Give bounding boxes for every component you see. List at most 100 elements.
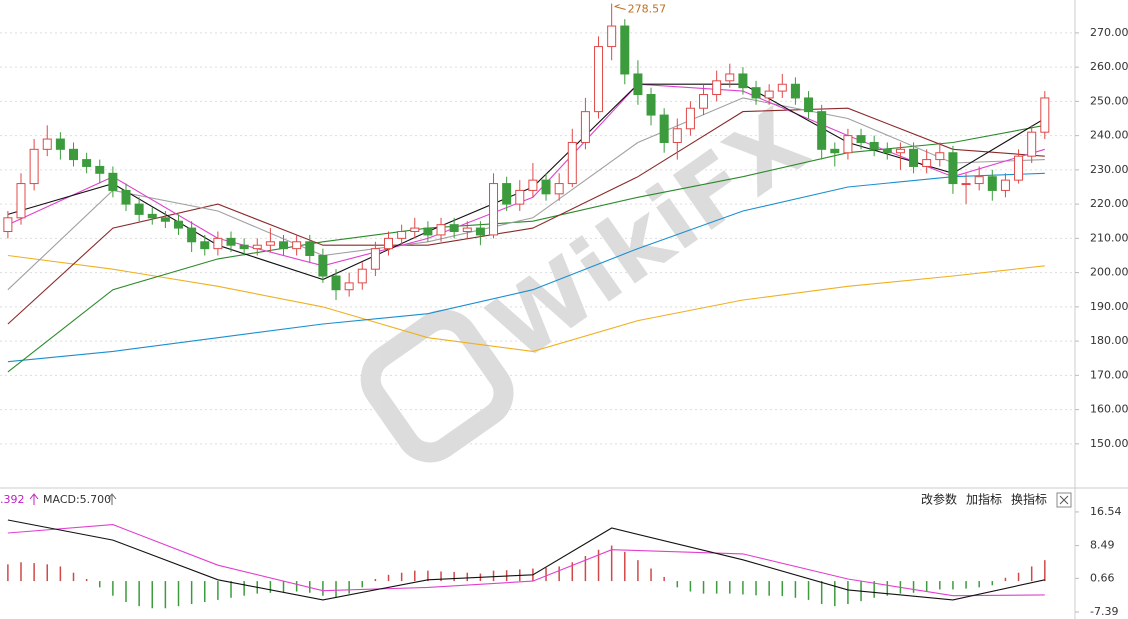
candle-body	[515, 189, 525, 205]
arrow-icon	[29, 493, 39, 505]
candle-body	[895, 148, 905, 154]
candle-body	[764, 90, 774, 99]
candle-body	[580, 111, 590, 143]
candle-body	[423, 227, 433, 236]
candle-body	[699, 94, 709, 109]
candle-body	[738, 73, 748, 89]
candle-body	[567, 141, 577, 185]
indicator-line	[7, 172, 1045, 363]
y-tick-label: 16.54	[1090, 505, 1122, 518]
y-tick-label: 210.00	[1090, 231, 1128, 244]
toolbar-button[interactable]: 换指标	[1011, 492, 1047, 507]
candle-body	[213, 237, 223, 250]
annotation-arrow	[614, 4, 626, 11]
candle-body	[1000, 179, 1010, 191]
macd-header-value: .392	[0, 493, 25, 506]
candle-body	[987, 176, 997, 191]
candle-body	[909, 148, 919, 167]
candle-body	[633, 73, 643, 96]
macd-header-label: MACD:5.700	[43, 493, 111, 506]
candle-body	[790, 83, 800, 99]
candle-body	[489, 183, 499, 236]
candle-body	[1014, 155, 1024, 181]
toolbar-button[interactable]: 改参数	[921, 492, 957, 507]
indicator-line	[7, 519, 1045, 601]
y-tick-label: 230.00	[1090, 163, 1128, 176]
candle-body	[108, 172, 118, 191]
candle-body	[659, 114, 669, 143]
y-tick-label: 220.00	[1090, 197, 1128, 210]
candle-body	[922, 159, 932, 167]
candle-body	[594, 46, 604, 113]
candle-body	[1027, 131, 1037, 157]
indicator-line	[7, 524, 1045, 597]
candle-body	[239, 244, 249, 250]
indicator-line	[7, 254, 1045, 352]
candle-body	[174, 220, 184, 229]
candle-body	[55, 138, 65, 150]
candle-body	[777, 83, 787, 92]
y-tick-label: 200.00	[1090, 266, 1128, 279]
candle-body	[961, 183, 971, 186]
candle-body	[29, 148, 39, 185]
candle-body	[410, 227, 420, 233]
candle-body	[95, 165, 105, 174]
candle-body	[607, 25, 617, 48]
candle-body	[554, 183, 564, 195]
indicator-line	[7, 83, 1046, 281]
indicator-line	[7, 107, 1045, 325]
candle-body	[528, 179, 538, 191]
candle-body	[318, 254, 328, 277]
candle-body	[331, 275, 341, 291]
candle-body	[252, 244, 262, 250]
candle-body	[882, 148, 892, 154]
indicator-line	[7, 97, 1045, 291]
y-tick-label: 170.00	[1090, 368, 1128, 381]
candle-body	[292, 241, 302, 250]
candle-body	[817, 111, 827, 150]
watermark: WikiFX	[360, 88, 827, 463]
candle-body	[397, 231, 407, 239]
candle-body	[1040, 97, 1050, 133]
candle-body	[541, 179, 551, 195]
candle-body	[265, 241, 275, 246]
candle-body	[725, 73, 735, 82]
candle-body	[16, 183, 26, 219]
watermark-logo	[360, 309, 514, 463]
y-tick-label: 150.00	[1090, 437, 1128, 450]
candle-body	[751, 87, 761, 99]
candle-body	[462, 227, 472, 233]
candle-body	[620, 25, 630, 75]
candle-body	[357, 268, 367, 284]
candle-body	[384, 237, 394, 250]
candle-body	[187, 227, 197, 243]
candle-body	[856, 135, 866, 143]
candle-body	[226, 237, 236, 246]
candle-body	[449, 224, 459, 233]
candle-body	[869, 141, 879, 150]
y-tick-label: 260.00	[1090, 60, 1128, 73]
candle-body	[475, 227, 485, 236]
watermark-text: WikiFX	[471, 88, 827, 382]
y-tick-label: -7.39	[1090, 605, 1118, 618]
candle-body	[344, 282, 354, 291]
candle-body	[134, 203, 144, 215]
candle-body	[712, 80, 722, 96]
arrow-icon	[107, 493, 117, 505]
candle-body	[147, 213, 157, 219]
y-tick-label: 190.00	[1090, 300, 1128, 313]
candle-body	[3, 217, 13, 233]
toolbar-button[interactable]: 加指标	[966, 492, 1002, 507]
candle-body	[935, 152, 945, 161]
candle-body	[436, 224, 446, 236]
candle-body	[502, 183, 512, 205]
candle-body	[370, 248, 380, 270]
candle-body	[82, 159, 92, 167]
candle-body	[305, 241, 315, 256]
y-tick-label: 240.00	[1090, 129, 1128, 142]
candle-body	[121, 189, 131, 205]
candle-body	[804, 97, 814, 113]
close-button[interactable]	[1056, 492, 1072, 508]
candle-body	[279, 241, 289, 250]
